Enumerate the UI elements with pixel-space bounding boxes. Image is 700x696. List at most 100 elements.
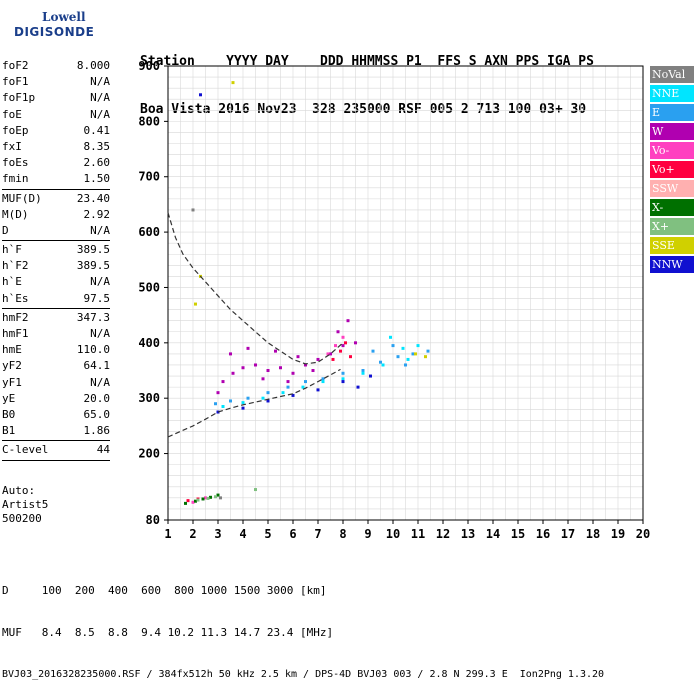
x-tick-label: 7 bbox=[314, 527, 321, 541]
data-point-vo bbox=[191, 500, 195, 504]
data-point-nnw bbox=[356, 385, 360, 389]
data-point-vo bbox=[341, 335, 345, 339]
param-value: N/A bbox=[90, 327, 110, 340]
data-point-nne bbox=[261, 396, 265, 400]
legend-item: X- bbox=[650, 199, 694, 216]
data-point-e bbox=[286, 385, 290, 389]
param-key: foF2 bbox=[2, 59, 29, 72]
param-key: MUF(D) bbox=[2, 191, 42, 205]
x-tick-label: 18 bbox=[586, 527, 600, 541]
data-point-e bbox=[246, 396, 250, 400]
data-point-vo bbox=[331, 357, 335, 361]
x-tick-label: 11 bbox=[411, 527, 425, 541]
param-key: foF1p bbox=[2, 91, 36, 105]
param-row: B0 65.0 bbox=[2, 407, 110, 423]
profile-curve bbox=[167, 368, 341, 438]
data-point-nnw bbox=[291, 393, 295, 397]
x-tick-label: 12 bbox=[436, 527, 450, 541]
param-row: yF2 64.1 bbox=[2, 358, 110, 374]
data-point-sse bbox=[414, 352, 417, 356]
data-point-nnw bbox=[199, 93, 202, 97]
data-point-nne bbox=[416, 344, 420, 348]
data-point-e bbox=[229, 399, 232, 403]
data-point-nne bbox=[241, 401, 245, 405]
data-point-x bbox=[206, 496, 210, 500]
data-point-e bbox=[411, 352, 415, 356]
param-key: C-level bbox=[2, 443, 49, 457]
data-point-x bbox=[184, 501, 187, 505]
param-row: h`F2 389.5 bbox=[2, 258, 110, 274]
x-tick-label: 3 bbox=[214, 527, 221, 541]
param-row: hmF2 347.3 bbox=[2, 310, 110, 326]
data-point-x bbox=[214, 495, 217, 499]
data-point-sse bbox=[424, 355, 427, 359]
data-point-e bbox=[341, 371, 345, 375]
data-point-e bbox=[379, 360, 382, 364]
data-point-nne bbox=[301, 385, 305, 389]
y-tick-label: 600 bbox=[138, 225, 160, 239]
data-point-w bbox=[231, 371, 235, 375]
data-point-x bbox=[196, 498, 200, 502]
param-key: foF1 bbox=[2, 75, 29, 89]
data-point-sse bbox=[194, 302, 197, 306]
profile-curve bbox=[167, 212, 344, 365]
param-key: fmin bbox=[2, 172, 29, 186]
data-point-nnw bbox=[241, 406, 245, 410]
data-point-vo bbox=[334, 344, 337, 348]
x-tick-label: 4 bbox=[239, 527, 246, 541]
distance-line: D 100 200 400 600 800 1000 1500 3000 [km… bbox=[2, 584, 327, 597]
data-point-noval bbox=[191, 208, 195, 212]
data-point-nnw bbox=[316, 388, 320, 392]
data-point-w bbox=[241, 366, 245, 370]
param-value: 20.0 bbox=[83, 391, 111, 405]
y-tick-label: 80 bbox=[146, 513, 160, 527]
data-point-nnw bbox=[369, 374, 372, 378]
data-point-nnw bbox=[341, 380, 345, 384]
x-tick-label: 6 bbox=[289, 527, 296, 541]
param-separator bbox=[2, 459, 110, 461]
data-point-nne bbox=[389, 335, 392, 339]
param-value: 389.5 bbox=[76, 243, 110, 257]
x-tick-label: 20 bbox=[636, 527, 650, 541]
x-tick-label: 5 bbox=[264, 527, 271, 541]
y-tick-label: 200 bbox=[138, 447, 160, 461]
x-tick-label: 19 bbox=[611, 527, 625, 541]
y-tick-label: 400 bbox=[138, 336, 160, 350]
x-tick-label: 13 bbox=[461, 527, 475, 541]
param-key: yE bbox=[2, 391, 16, 405]
x-tick-label: 8 bbox=[339, 527, 346, 541]
x-tick-label: 15 bbox=[511, 527, 525, 541]
data-point-w bbox=[221, 380, 225, 384]
data-point-nne bbox=[321, 380, 325, 384]
header-values: Boa Vista 2016 Nov23 328 235000 RSF 005 … bbox=[140, 102, 587, 117]
param-value: 65.0 bbox=[83, 407, 111, 421]
data-point-vo bbox=[344, 341, 347, 345]
muf-line: MUF 8.4 8.5 8.8 9.4 10.2 11.3 14.7 23.4 … bbox=[2, 626, 334, 639]
data-point-w bbox=[291, 371, 295, 375]
x-tick-label: 17 bbox=[561, 527, 575, 541]
param-value: N/A bbox=[90, 375, 110, 389]
data-point-vo bbox=[186, 499, 190, 503]
param-value: 389.5 bbox=[76, 259, 110, 273]
data-point-e bbox=[391, 344, 395, 348]
param-key: foEs bbox=[2, 156, 29, 170]
data-point-w bbox=[341, 344, 345, 348]
param-value: 2.60 bbox=[83, 156, 111, 170]
data-point-w bbox=[304, 363, 307, 367]
legend-item: Vo+ bbox=[650, 161, 694, 178]
legend-item: NNW bbox=[650, 256, 694, 273]
auto-label: Auto: bbox=[2, 484, 36, 497]
legend-item: X+ bbox=[650, 218, 694, 235]
param-value: 110.0 bbox=[76, 343, 110, 357]
legend-item: SSE bbox=[650, 237, 694, 254]
data-point-sse bbox=[231, 81, 235, 85]
data-point-noval bbox=[219, 496, 222, 500]
data-point-vo bbox=[204, 496, 207, 500]
param-separator bbox=[2, 307, 110, 309]
param-row: h`Es 97.5 bbox=[2, 291, 110, 307]
data-point-e bbox=[426, 349, 430, 353]
data-point-x bbox=[254, 488, 257, 492]
param-row: h`F 389.5 bbox=[2, 242, 110, 258]
param-key: fxI bbox=[2, 139, 22, 153]
param-row: h`E N/A bbox=[2, 274, 110, 290]
